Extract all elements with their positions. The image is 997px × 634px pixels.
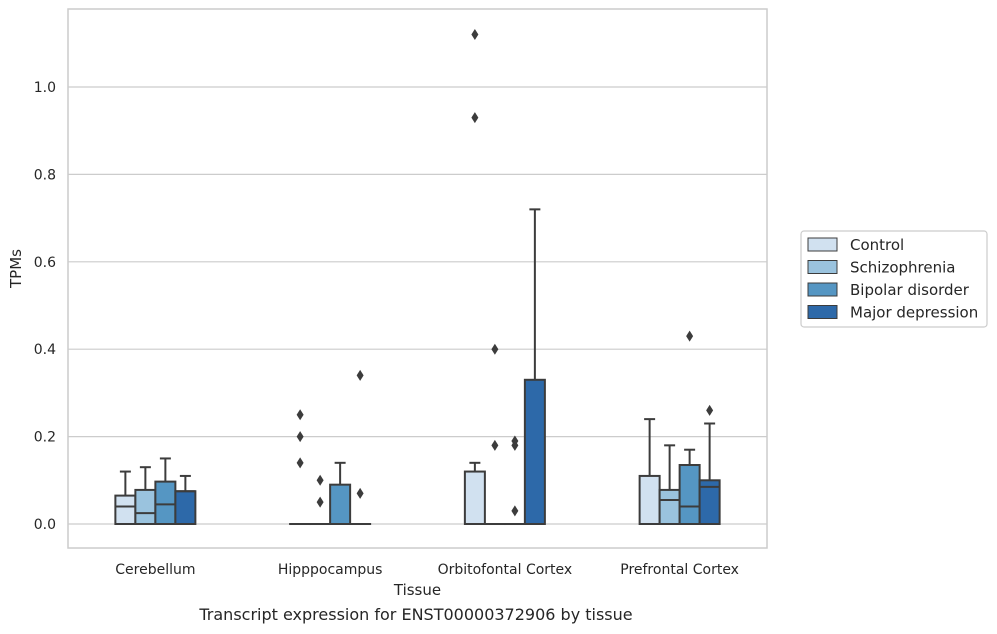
x-tick-label: Hipppocampus: [278, 562, 383, 578]
box: [463, 470, 486, 525]
x-tick-label: Cerebellum: [115, 562, 195, 578]
outlier-point: [296, 409, 304, 421]
legend-swatch: [807, 305, 838, 319]
y-axis-label: TPMs: [7, 249, 25, 289]
box-schizophrenia: [134, 466, 157, 525]
box: [114, 494, 137, 526]
outlier-point: [471, 112, 479, 124]
box-control: [114, 470, 137, 526]
box: [174, 490, 197, 526]
box: [678, 464, 701, 526]
box-control: [289, 409, 312, 526]
y-tick-label: 1.0: [34, 80, 56, 96]
outlier-point: [491, 343, 499, 355]
legend-label: Major depression: [850, 304, 978, 322]
box-major-depression: [523, 208, 546, 526]
box: [523, 378, 546, 526]
outlier-point: [686, 330, 694, 342]
plot-frame: [67, 8, 768, 549]
box: [134, 488, 157, 525]
legend-label: Bipolar disorder: [850, 281, 970, 299]
outlier-point: [706, 404, 714, 416]
outlier-point: [296, 457, 304, 469]
outlier-point: [316, 496, 324, 508]
box-major-depression: [698, 404, 721, 525]
x-tick-label: Orbitofontal Cortex: [438, 562, 573, 578]
box: [638, 474, 661, 525]
box: [658, 488, 681, 525]
outlier-point: [316, 474, 324, 486]
box: [154, 480, 177, 525]
outlier-point: [296, 431, 304, 443]
legend-label: Control: [850, 236, 904, 254]
box-schizophrenia: [658, 444, 681, 525]
outlier-point: [356, 369, 364, 381]
box: [329, 483, 352, 526]
box-schizophrenia: [309, 474, 332, 526]
legend-frame: [800, 230, 988, 328]
box-bipolar-disorder: [329, 461, 352, 526]
box-major-depression: [349, 369, 372, 526]
outlier-point: [356, 487, 364, 499]
outlier-point: [491, 439, 499, 451]
box-schizophrenia: [483, 343, 506, 526]
box-bipolar-disorder: [678, 330, 701, 526]
box-bipolar-disorder: [503, 435, 526, 526]
box-bipolar-disorder: [154, 457, 177, 525]
y-tick-label: 0.8: [34, 167, 56, 183]
y-tick-label: 0.4: [34, 342, 56, 358]
outlier-point: [511, 435, 519, 447]
y-tick-label: 0.0: [34, 517, 56, 533]
chart-caption: Transcript expression for ENST0000037290…: [199, 605, 633, 624]
legend-swatch: [807, 260, 838, 274]
y-tick-label: 0.6: [34, 255, 56, 271]
box: [698, 479, 721, 525]
outlier-point: [471, 29, 479, 41]
box-control: [638, 418, 661, 525]
box-major-depression: [174, 474, 197, 526]
x-tick-label: Prefrontal Cortex: [620, 562, 739, 578]
outlier-point: [511, 505, 519, 517]
y-tick-label: 0.2: [34, 430, 56, 446]
x-axis-label: Tissue: [393, 581, 441, 599]
legend-swatch: [807, 282, 838, 297]
legend-swatch: [807, 237, 838, 252]
legend-label: Schizophrenia: [850, 259, 955, 277]
box-control: [463, 29, 486, 525]
